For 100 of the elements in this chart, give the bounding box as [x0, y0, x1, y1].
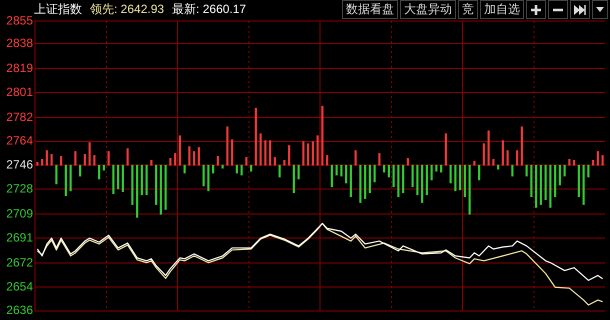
bar: [222, 164, 224, 168]
bar: [520, 126, 523, 166]
bar: [397, 164, 400, 198]
bar: [126, 148, 129, 166]
bar: [497, 164, 500, 170]
bar: [231, 139, 234, 166]
text: 领先: 2642.93: [90, 1, 164, 18]
bar: [160, 164, 162, 215]
bar: [216, 156, 219, 166]
bar: [526, 164, 528, 176]
bar: [64, 164, 67, 196]
text: 加自选: [480, 0, 524, 19]
bar: [464, 164, 466, 198]
bar: [131, 164, 134, 205]
bar: [492, 158, 494, 166]
bar: [212, 164, 214, 174]
bar: [250, 164, 252, 172]
bar: [260, 133, 262, 166]
bar: [454, 164, 456, 192]
bar: [288, 145, 290, 166]
bar: [516, 150, 518, 166]
bar: [582, 164, 585, 205]
bar: [188, 146, 190, 166]
bar: [193, 151, 196, 166]
bar: [60, 156, 62, 166]
bar: [564, 164, 566, 176]
bar: [178, 135, 181, 166]
bar: [535, 164, 538, 208]
bar: [568, 158, 570, 166]
bar: [459, 164, 462, 190]
bar: [79, 164, 82, 176]
bar: [278, 164, 281, 178]
bar: [146, 164, 148, 196]
bar: [108, 151, 110, 166]
bar: [312, 141, 314, 166]
bar: [140, 164, 143, 196]
bar: [184, 164, 186, 174]
bar: [336, 164, 338, 176]
bar: [596, 151, 599, 166]
bar: [345, 164, 348, 184]
bar: [488, 130, 490, 166]
text: 大盘异动: [400, 0, 456, 19]
bar: [340, 164, 342, 176]
bar: [93, 155, 96, 166]
bar: [421, 164, 424, 203]
bar: [402, 164, 404, 194]
bar: [55, 164, 58, 184]
chart-title: 上证指数: [34, 1, 82, 18]
bar: [245, 157, 248, 166]
y-tick-label: 2764: [6, 134, 34, 148]
bar: [70, 164, 72, 192]
bar: [174, 153, 176, 166]
bar: [511, 164, 514, 176]
bar: [316, 135, 319, 166]
bar: [292, 164, 295, 194]
bar: [554, 164, 556, 198]
bar: [392, 164, 395, 188]
bar: [540, 164, 542, 205]
bar: [350, 164, 352, 198]
y-tick-label: 2838: [6, 36, 34, 50]
bar: [478, 164, 480, 180]
bar: [326, 155, 328, 166]
bar: [602, 155, 604, 166]
y-tick-label: 2636: [6, 303, 34, 318]
bar: [84, 154, 86, 166]
y-tick-label: 2801: [6, 84, 34, 99]
bar: [506, 150, 509, 166]
bar: [406, 158, 409, 166]
bar: [298, 164, 300, 180]
text: 竞: [458, 0, 478, 19]
bar: [283, 160, 286, 166]
bar: [150, 160, 152, 166]
bar: [473, 160, 476, 166]
bar: [482, 143, 485, 166]
bar: [274, 157, 276, 166]
bar: [359, 164, 362, 203]
bar: [578, 164, 580, 198]
bar: [226, 126, 228, 166]
bar: [430, 164, 433, 180]
y-tick-label: 2819: [6, 60, 34, 75]
bar: [50, 154, 53, 166]
bar: [378, 153, 380, 166]
bar: [41, 158, 44, 166]
y-tick-label: 2709: [6, 206, 34, 221]
bar: [302, 141, 304, 166]
bar: [450, 164, 452, 184]
bar: [383, 164, 386, 172]
bar: [98, 164, 100, 180]
bar: [46, 150, 48, 166]
y-tick-label: 2855: [6, 13, 34, 28]
bar: [122, 164, 124, 192]
bar: [440, 164, 442, 172]
bar: [164, 164, 167, 210]
bar: [468, 164, 471, 215]
bar: [549, 164, 552, 208]
bar: [254, 108, 257, 166]
bar: [264, 140, 266, 166]
bar: [592, 160, 594, 166]
bar: [74, 151, 76, 166]
text: 最新: 2660.17: [172, 1, 246, 18]
